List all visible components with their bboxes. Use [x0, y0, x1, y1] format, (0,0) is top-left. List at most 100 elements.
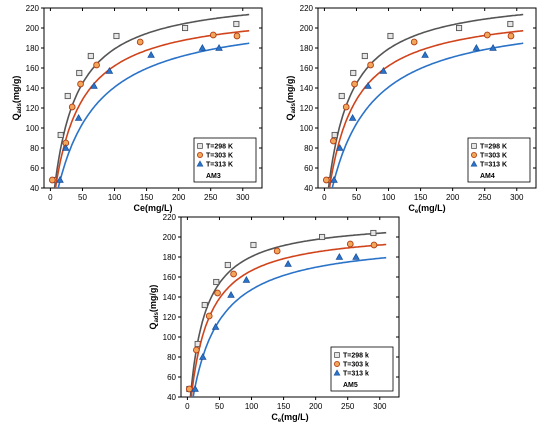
data-point-circle — [205, 312, 213, 320]
legend-label: T=313 K — [206, 162, 233, 169]
data-point-triangle — [284, 259, 292, 267]
x-tick-label: 200 — [309, 402, 323, 411]
y-tick-label: 80 — [167, 353, 176, 362]
data-point-circle — [193, 346, 200, 354]
data-point-square — [350, 69, 357, 77]
x-tick-label: 300 — [373, 402, 387, 411]
x-axis-label: Ce(mg/L) — [408, 203, 445, 215]
data-point-triangle — [227, 290, 235, 298]
legend-marker-square — [197, 143, 203, 149]
data-point-circle — [507, 32, 515, 40]
x-axis-label-sub: e — [415, 209, 419, 215]
data-point-circle — [209, 31, 217, 39]
x-tick-label: 50 — [78, 193, 87, 202]
data-point-triangle — [191, 384, 199, 392]
legend-box — [467, 137, 531, 183]
data-point-circle — [68, 103, 76, 111]
x-axis-label-unit: (mg/L) — [281, 412, 309, 422]
y-tick-label: 80 — [30, 144, 39, 153]
plot-frame — [43, 7, 263, 189]
data-point-circle — [351, 80, 358, 88]
data-point-triangle — [147, 50, 155, 58]
y-tick-label: 140 — [300, 84, 314, 93]
data-point-triangle — [62, 143, 70, 151]
x-tick-label: 100 — [245, 402, 259, 411]
y-tick-label: 220 — [300, 4, 314, 13]
y-tick-label: 200 — [300, 24, 314, 33]
data-point-circle — [185, 385, 193, 393]
y-tick-label: 100 — [163, 333, 177, 342]
data-point-triangle — [198, 43, 207, 51]
y-tick-label: 200 — [163, 233, 177, 242]
data-point-circle — [136, 38, 144, 46]
x-tick-label: 0 — [322, 193, 327, 202]
y-tick-label: 160 — [26, 64, 40, 73]
y-tick-label: 180 — [300, 44, 314, 53]
legend-label: T=298 K — [480, 144, 507, 151]
x-axis-label-main: C — [408, 203, 415, 213]
data-point-circle — [330, 137, 337, 145]
y-axis-label-main: Q — [11, 113, 21, 120]
data-point-triangle — [379, 66, 388, 74]
data-point-circle — [370, 241, 378, 249]
data-point-square — [456, 24, 463, 32]
isotherm-chart-am5: 0 50 100 150 200 250 300 40 60 80 100 120 140 160 180 2… — [148, 213, 400, 423]
x-tick-label: 100 — [382, 193, 396, 202]
data-point-triangle — [348, 113, 357, 121]
legend-label: T=303 K — [480, 153, 507, 160]
data-point-triangle — [421, 50, 429, 58]
data-point-triangle — [90, 81, 98, 89]
x-tick-label: 250 — [204, 193, 218, 202]
fit-curve-triangle — [331, 42, 524, 188]
y-axis-label: Qads(mg/g) — [148, 285, 160, 330]
y-tick-label: 140 — [26, 84, 40, 93]
data-point-circle — [233, 32, 241, 40]
data-point-circle — [483, 31, 491, 39]
legend-marker-square — [334, 352, 340, 358]
y-tick-label: 140 — [163, 293, 177, 302]
legend-marker-square — [471, 143, 477, 149]
legend-label: T=298 k — [343, 353, 369, 360]
y-tick-label: 40 — [30, 184, 39, 193]
data-point-square — [331, 131, 338, 139]
legend-label: T=298 K — [206, 144, 233, 151]
data-point-square — [507, 20, 514, 28]
y-tick-label: 180 — [26, 44, 40, 53]
x-axis-label: Ce(mg/L) — [271, 412, 308, 423]
y-tick-label: 100 — [26, 124, 40, 133]
legend-marker-circle — [333, 360, 340, 367]
y-axis-label: Qads(mg/g) — [285, 76, 297, 121]
y-tick-label: 60 — [167, 373, 176, 382]
fit-curve-square — [53, 13, 250, 188]
data-point-triangle — [199, 352, 207, 360]
fit-curve-square — [189, 231, 387, 397]
y-tick-label: 80 — [304, 144, 313, 153]
data-point-square — [338, 92, 345, 100]
y-axis-label-unit: (mg/g) — [148, 285, 158, 313]
data-point-circle — [322, 176, 330, 184]
legend-marker-triangle — [333, 369, 341, 376]
fit-curve-triangle — [192, 256, 387, 397]
x-tick-label: 200 — [172, 193, 186, 202]
legend-marker-circle — [470, 151, 477, 158]
fit-curve-circle — [190, 243, 387, 397]
plot-frame — [180, 216, 400, 398]
data-point-circle — [93, 61, 100, 69]
fit-curve-square — [327, 13, 524, 188]
y-axis-label-sub: ads — [154, 311, 160, 322]
y-axis-label-sub: ads — [17, 102, 23, 113]
data-point-circle — [273, 247, 281, 255]
data-point-triangle — [472, 43, 481, 51]
plot-frame — [317, 7, 537, 189]
data-point-square — [319, 233, 326, 241]
x-axis-label-main: C — [271, 412, 278, 422]
data-point-square — [64, 92, 71, 100]
data-point-square — [182, 24, 189, 32]
legend-tag: AM3 — [206, 173, 221, 180]
x-tick-label: 50 — [215, 402, 224, 411]
data-point-triangle — [336, 143, 344, 151]
data-point-square — [113, 32, 120, 40]
y-tick-label: 200 — [26, 24, 40, 33]
data-point-triangle — [56, 175, 64, 183]
